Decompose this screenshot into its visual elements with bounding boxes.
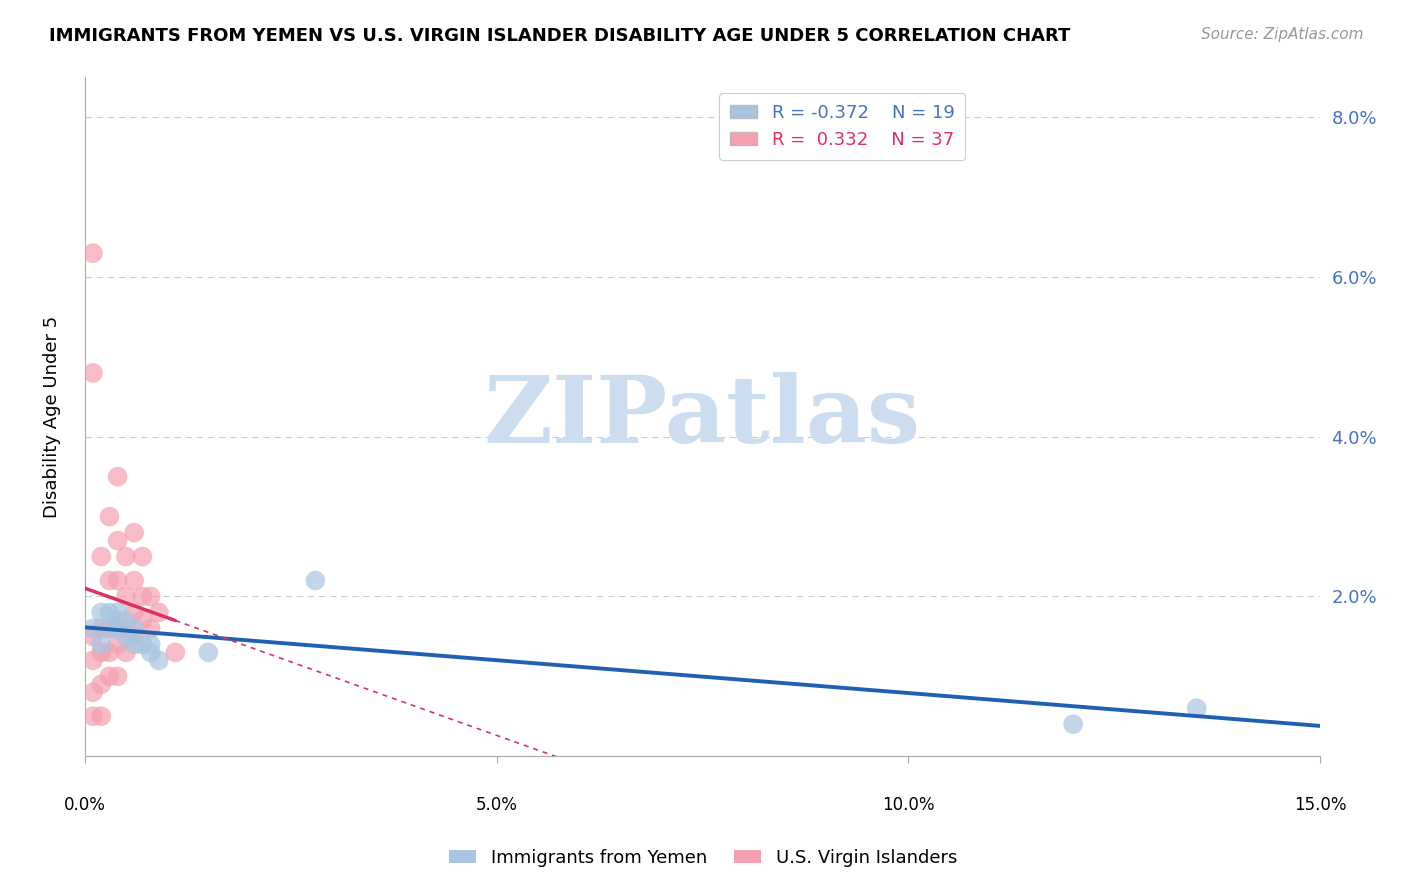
Point (131, 549, 153, 564)
Point (98, 621, 121, 635)
Point (90, 677, 112, 691)
Point (82, 366, 104, 380)
Legend: R = -0.372    N = 19, R =  0.332    N = 37: R = -0.372 N = 19, R = 0.332 N = 37 (720, 94, 966, 160)
Point (304, 574, 326, 588)
Point (82, 629, 104, 643)
Point (115, 549, 138, 564)
Point (122, 621, 145, 635)
Point (90, 549, 112, 564)
Point (131, 590, 153, 604)
Text: 15.0%: 15.0% (1294, 796, 1347, 814)
Point (165, 645, 187, 659)
Point (139, 621, 162, 635)
Y-axis label: Disability Age Under 5: Disability Age Under 5 (44, 316, 60, 518)
Point (115, 645, 138, 659)
Point (98, 621, 121, 635)
Point (90, 637, 112, 651)
Point (90, 645, 112, 659)
Point (98, 574, 121, 588)
Point (98, 606, 121, 620)
Point (107, 637, 129, 651)
Point (197, 645, 219, 659)
Point (131, 614, 153, 628)
Point (107, 574, 129, 588)
Point (148, 653, 170, 667)
Point (139, 637, 162, 651)
Point (107, 606, 129, 620)
Point (139, 590, 162, 604)
Point (107, 469, 129, 483)
Point (98, 645, 121, 659)
Point (139, 645, 162, 659)
Point (90, 621, 112, 635)
Text: Source: ZipAtlas.com: Source: ZipAtlas.com (1201, 27, 1364, 42)
Point (122, 629, 145, 643)
Point (82, 709, 104, 723)
Point (107, 533, 129, 548)
Text: ZIPatlas: ZIPatlas (484, 372, 921, 462)
Point (90, 709, 112, 723)
Point (98, 669, 121, 683)
Point (115, 614, 138, 628)
Point (122, 637, 145, 651)
Text: 10.0%: 10.0% (882, 796, 935, 814)
Point (148, 606, 170, 620)
Point (82, 621, 104, 635)
Point (107, 614, 129, 628)
Point (131, 637, 153, 651)
Point (82, 653, 104, 667)
Point (82, 685, 104, 699)
Text: 0.0%: 0.0% (63, 796, 105, 814)
Legend: Immigrants from Yemen, U.S. Virgin Islanders: Immigrants from Yemen, U.S. Virgin Islan… (441, 842, 965, 874)
Point (115, 621, 138, 635)
Point (122, 574, 145, 588)
Point (98, 509, 121, 524)
Point (115, 590, 138, 604)
Point (122, 606, 145, 620)
Text: 5.0%: 5.0% (475, 796, 517, 814)
Point (115, 629, 138, 643)
Point (1062, 717, 1084, 731)
Point (107, 621, 129, 635)
Point (90, 606, 112, 620)
Point (122, 525, 145, 540)
Point (1185, 701, 1208, 715)
Point (107, 669, 129, 683)
Text: IMMIGRANTS FROM YEMEN VS U.S. VIRGIN ISLANDER DISABILITY AGE UNDER 5 CORRELATION: IMMIGRANTS FROM YEMEN VS U.S. VIRGIN ISL… (49, 27, 1070, 45)
Point (82, 246, 104, 260)
